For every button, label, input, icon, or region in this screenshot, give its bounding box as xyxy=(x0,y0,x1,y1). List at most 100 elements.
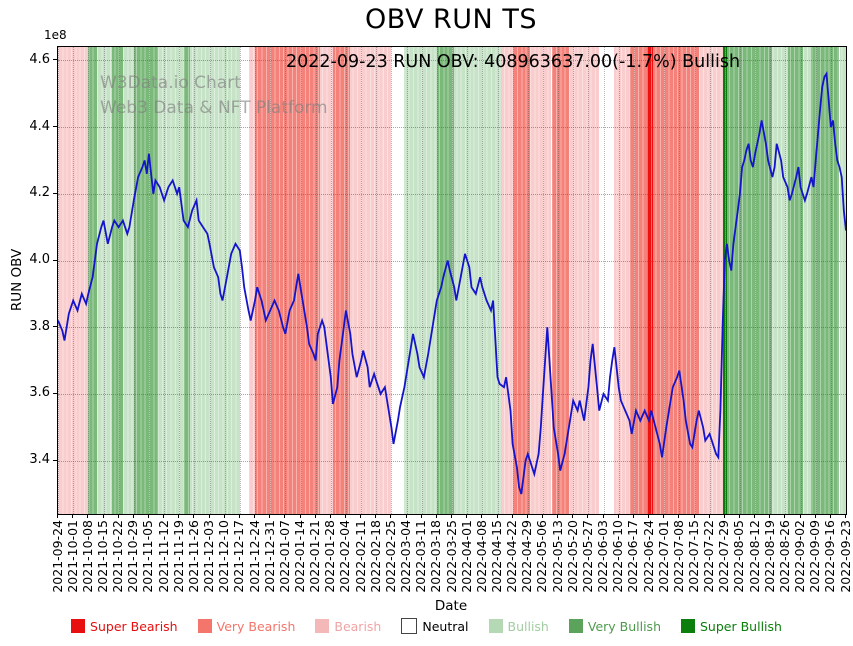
x-tick-mark xyxy=(845,514,846,518)
watermark-line2: Web3 Data & NFT Platform xyxy=(100,98,328,118)
x-tick-label: 2022-02-04 xyxy=(337,520,353,593)
watermark-line1: W3Data.io Chart xyxy=(100,73,241,93)
y-tick-label: 4.0 xyxy=(29,252,50,267)
x-tick-label: 2021-12-03 xyxy=(201,520,216,593)
gridline-v xyxy=(345,47,347,514)
x-tick-label: 2022-09-09 xyxy=(807,520,823,593)
x-tick-label: 2021-11-05 xyxy=(140,520,156,593)
gridline-v xyxy=(679,47,681,514)
x-tick-label: 2021-10-01 xyxy=(64,520,80,593)
gridline-v xyxy=(194,47,196,514)
sentiment-band-bearish xyxy=(248,47,255,514)
y-tick-label: 3.4 xyxy=(29,452,50,468)
gridline-h xyxy=(58,260,846,262)
gridline-v xyxy=(436,47,438,514)
gridline-v xyxy=(270,47,272,514)
gridline-v xyxy=(739,47,741,514)
x-tick-mark xyxy=(102,514,104,518)
y-tick-mark xyxy=(53,259,57,261)
x-tick-label: 2022-04-29 xyxy=(519,520,535,593)
gridline-h xyxy=(58,60,846,62)
legend-swatch xyxy=(568,619,583,633)
x-tick-mark xyxy=(526,514,528,518)
gridline-v xyxy=(406,47,408,514)
x-tick-mark xyxy=(193,514,195,518)
gridline-v xyxy=(724,47,726,514)
x-tick-label: 2021-10-29 xyxy=(125,520,141,593)
x-tick-label: 2022-07-01 xyxy=(655,520,671,593)
x-tick-label: 2021-11-19 xyxy=(170,520,186,593)
sentiment-band-very_bullish xyxy=(787,47,803,514)
gridline-v xyxy=(815,47,817,514)
sentiment-band-very_bullish xyxy=(112,47,123,514)
sentiment-band-bearish xyxy=(319,47,333,514)
x-tick-mark xyxy=(254,514,255,518)
x-tick-label: 2021-12-24 xyxy=(246,520,262,593)
sentiment-band-very_bearish xyxy=(332,47,351,514)
gridline-v xyxy=(755,47,757,514)
x-tick-mark xyxy=(648,514,649,518)
x-tick-mark xyxy=(829,514,831,518)
x-tick-label: 2022-07-15 xyxy=(686,520,701,593)
x-tick-label: 2022-03-18 xyxy=(428,520,444,593)
x-tick-label: 2022-04-15 xyxy=(489,520,504,593)
y-tick-mark xyxy=(53,459,57,461)
sentiment-band-bullish xyxy=(190,47,240,514)
x-tick-label: 2022-02-25 xyxy=(382,520,398,593)
x-tick-mark xyxy=(299,514,301,518)
gridline-h xyxy=(58,193,846,195)
gridline-v xyxy=(633,47,635,514)
x-tick-label: 2021-11-26 xyxy=(185,520,201,593)
sentiment-band-bullish xyxy=(122,47,134,514)
gridline-v xyxy=(512,47,514,514)
x-tick-mark xyxy=(511,514,513,518)
sentiment-band-very_bearish xyxy=(629,47,647,514)
gridline-v xyxy=(421,47,423,514)
x-tick-label: 2021-09-24 xyxy=(49,520,65,593)
x-axis-label: Date xyxy=(434,598,468,614)
gridline-v xyxy=(467,47,469,514)
x-tick-label: 2022-01-14 xyxy=(292,520,307,593)
y-tick-mark xyxy=(53,192,57,194)
x-tick-mark xyxy=(147,514,149,518)
legend-label: Very Bullish xyxy=(587,618,661,634)
x-tick-mark xyxy=(208,514,210,518)
legend-swatch xyxy=(681,619,695,633)
x-tick-mark xyxy=(132,514,134,518)
x-tick-label: 2021-12-17 xyxy=(231,520,247,593)
sentiment-band-very_bearish xyxy=(255,47,320,514)
gridline-v xyxy=(376,47,378,514)
x-tick-label: 2021-12-10 xyxy=(216,520,232,593)
gridline-v xyxy=(224,47,226,514)
grid-layer xyxy=(58,47,846,514)
y-tick-label: 3.8 xyxy=(29,318,50,334)
gridline-v xyxy=(361,47,363,514)
x-tick-label: 2021-11-12 xyxy=(155,520,171,593)
gridline-h xyxy=(58,327,846,329)
legend-swatch xyxy=(315,619,330,633)
sentiment-band-very_bullish xyxy=(811,47,840,514)
legend-item: Very Bearish xyxy=(197,619,295,634)
x-tick-label: 2022-05-20 xyxy=(564,520,580,593)
x-tick-mark xyxy=(223,514,225,518)
x-tick-label: 2022-05-13 xyxy=(549,520,565,593)
y-tick-label: 4.6 xyxy=(29,51,50,67)
x-tick-mark xyxy=(799,514,801,518)
sentiment-band-bullish xyxy=(404,47,437,514)
x-tick-label: 2022-08-05 xyxy=(731,520,747,593)
x-tick-mark xyxy=(360,514,362,518)
x-tick-mark xyxy=(693,514,695,518)
gridline-v xyxy=(785,47,787,514)
gridline-v xyxy=(588,47,590,514)
sentiment-band-bearish xyxy=(529,47,552,514)
x-tick-mark xyxy=(435,514,437,518)
x-tick-mark xyxy=(57,514,58,518)
gridline-v xyxy=(103,47,105,514)
legend-item: Super Bearish xyxy=(71,619,178,634)
x-tick-mark xyxy=(72,514,74,518)
gridline-v xyxy=(300,47,302,514)
x-tick-mark xyxy=(723,514,725,518)
gridline-v xyxy=(558,47,560,514)
gridline-v xyxy=(664,47,666,514)
